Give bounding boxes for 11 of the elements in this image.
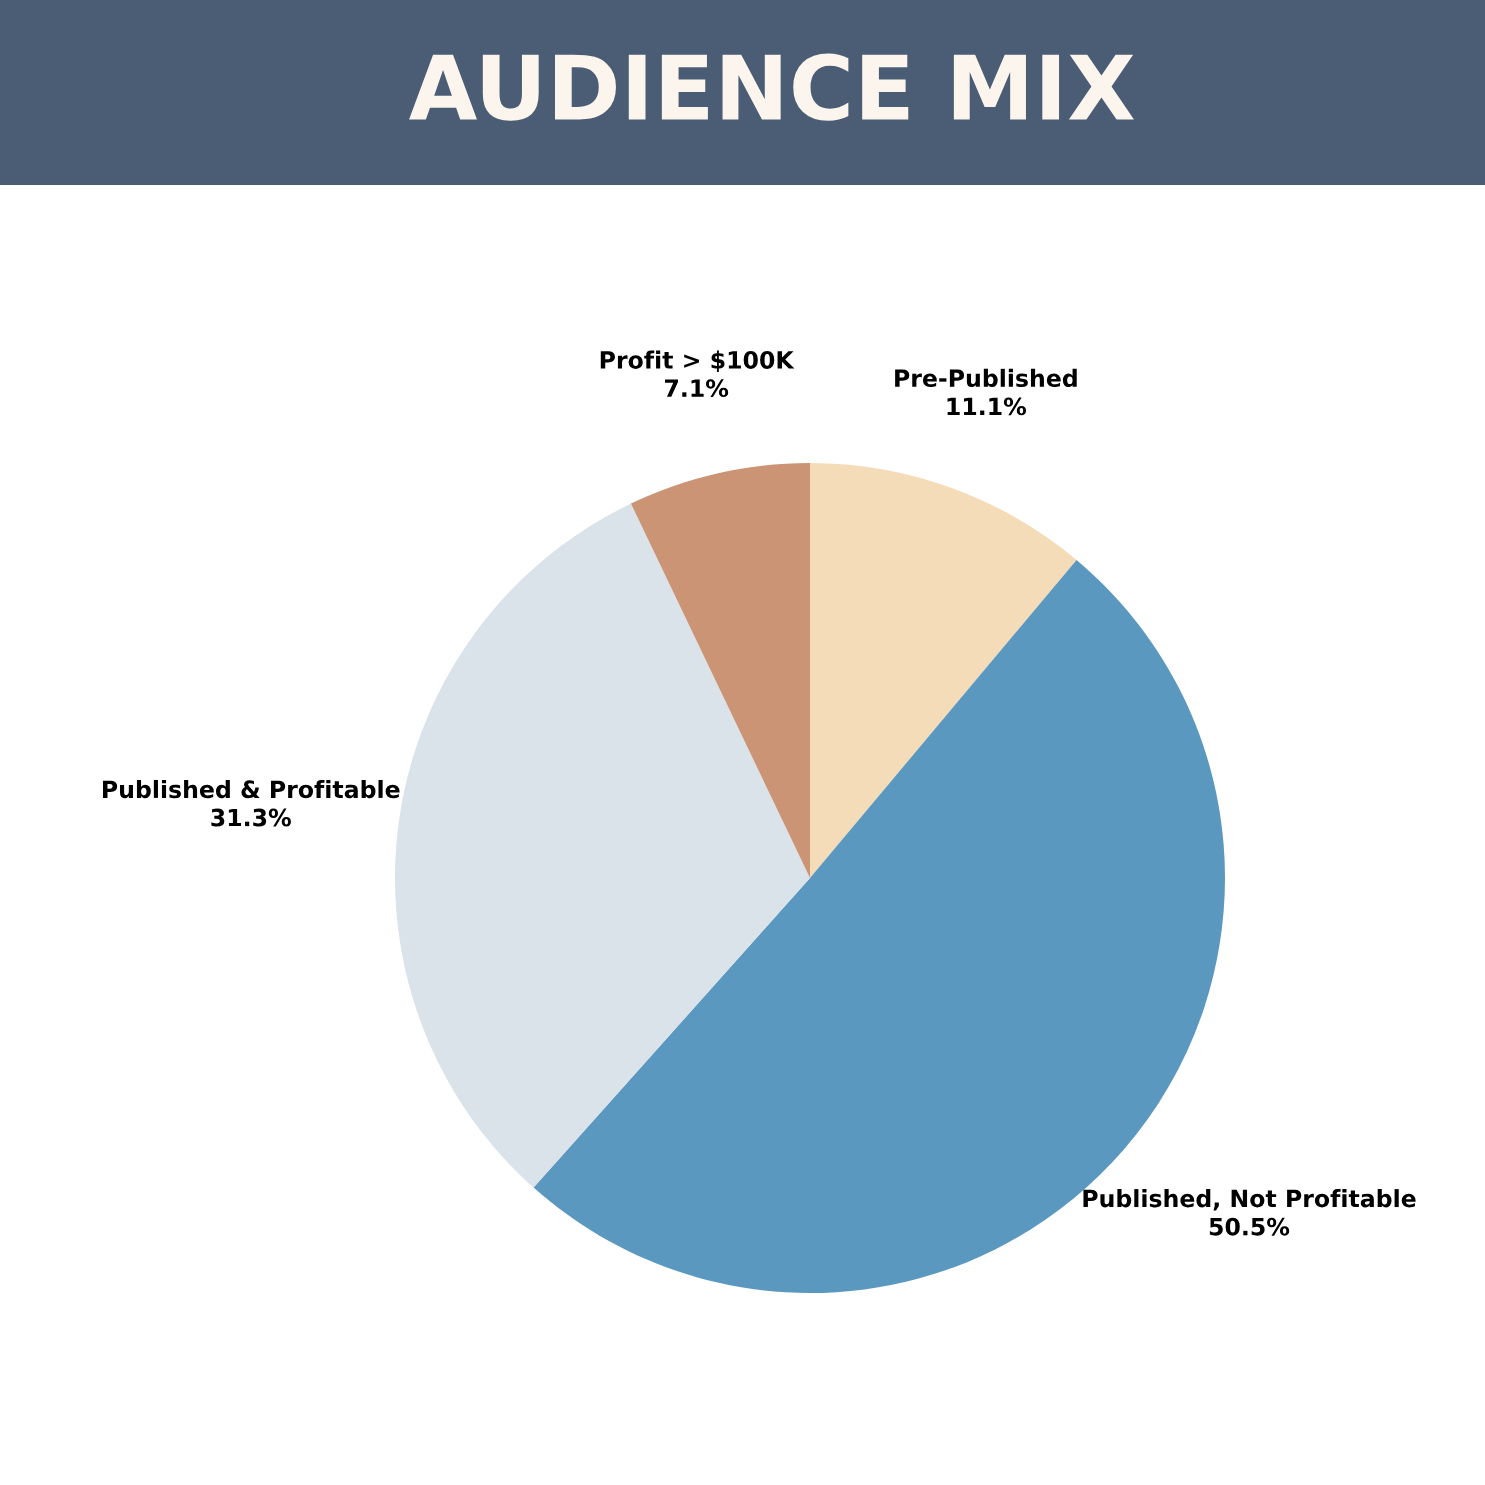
data-label: 31.3% [211,808,291,827]
pie-slice [810,463,1077,878]
slice-label: Published & Profitable [103,779,400,799]
slice-label: Pre-Published [895,368,1077,388]
data-label: 7.1% [665,379,729,398]
data-label: 50.5% [1209,1217,1290,1236]
data-label: 11.1% [947,397,1027,416]
chart-title: AUDIENCE MIX [409,53,1134,121]
slice-label: Profit > $100K [600,350,795,373]
slice-label: Published, Not Profitable [1083,1189,1416,1211]
pie-slice [630,463,810,878]
